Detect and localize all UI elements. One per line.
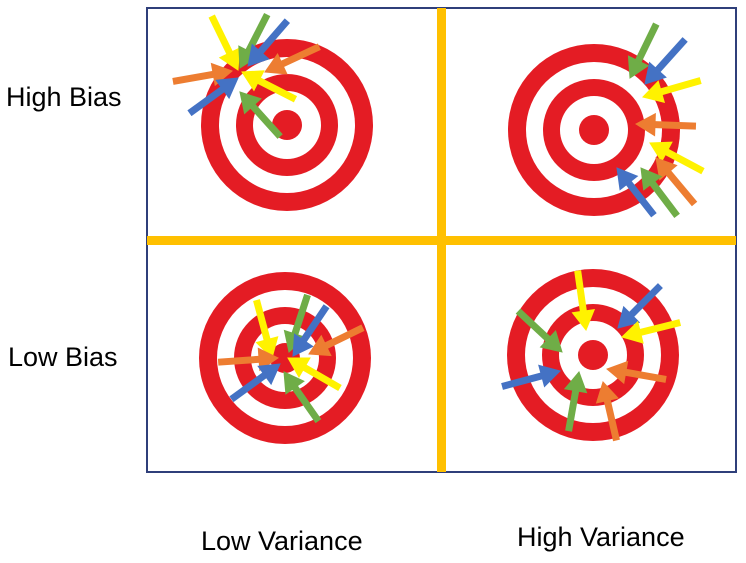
vertical-divider — [437, 8, 446, 472]
column-label-low-variance: Low Variance — [201, 526, 363, 556]
column-label-high-variance: High Variance — [517, 522, 685, 552]
row-label-high-bias: High Bias — [6, 82, 122, 112]
target-low-bias-low-variance — [199, 272, 371, 444]
row-label-low-bias: Low Bias — [8, 342, 118, 372]
